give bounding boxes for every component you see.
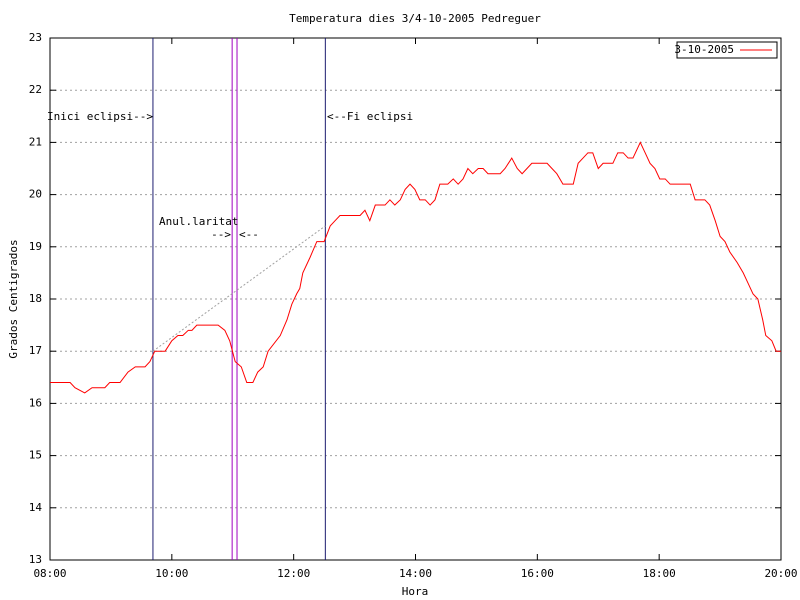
plot-frame <box>49 37 782 561</box>
y-tick-label: 13 <box>29 553 42 566</box>
y-tick-label: 17 <box>29 344 42 357</box>
legend-label: 3-10-2005 <box>674 43 734 56</box>
x-tick-label: 10:00 <box>155 567 188 580</box>
y-tick-label: 16 <box>29 396 42 409</box>
y-tick-label: 20 <box>29 188 42 201</box>
annotation: Inici eclipsi--> <box>47 110 153 123</box>
legend-box <box>676 41 778 59</box>
x-tick-label: 08:00 <box>33 567 66 580</box>
x-tick-label: 12:00 <box>277 567 310 580</box>
y-axis-label: Grados Centigrados <box>7 239 20 358</box>
annotation: <--Fi eclipsi <box>327 110 413 123</box>
y-tick-label: 22 <box>29 83 42 96</box>
annotation: --> <box>211 228 231 241</box>
y-tick-label: 15 <box>29 449 42 462</box>
x-tick-label: 16:00 <box>521 567 554 580</box>
annotation: Anul.laritat <box>159 215 238 228</box>
reference-line <box>152 225 326 352</box>
series-line <box>50 141 781 394</box>
y-tick-label: 23 <box>29 31 42 44</box>
y-tick-label: 18 <box>29 292 42 305</box>
y-tick-label: 21 <box>29 135 42 148</box>
y-tick-label: 14 <box>29 501 43 514</box>
y-tick-label: 19 <box>29 240 42 253</box>
annotation: <-- <box>239 228 259 241</box>
x-tick-label: 14:00 <box>399 567 432 580</box>
x-tick-label: 20:00 <box>764 567 797 580</box>
chart-title: Temperatura dies 3/4-10-2005 Pedreguer <box>289 12 541 25</box>
x-tick-label: 18:00 <box>643 567 676 580</box>
x-axis-label: Hora <box>402 585 429 598</box>
